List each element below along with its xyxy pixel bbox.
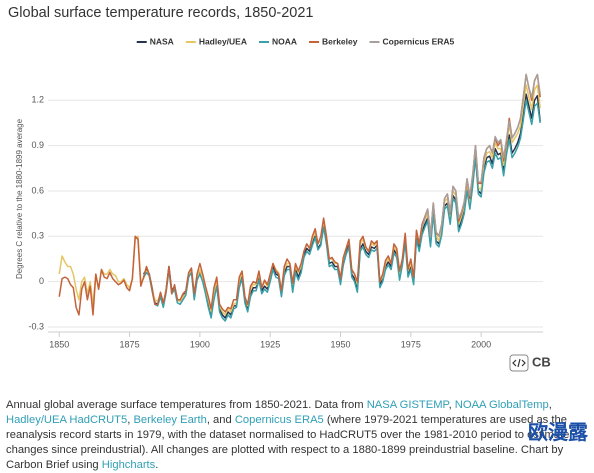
caption: Annual global average surface temperatur… [6, 398, 590, 473]
icon-frame [509, 354, 529, 372]
caption-link[interactable]: NOAA GlobalTemp [454, 399, 549, 411]
caption-link[interactable]: Copernicus ERA5 [234, 414, 324, 426]
x-tick-label: 2000 [471, 339, 491, 349]
legend-label: NASA [150, 36, 174, 46]
x-tick-label: 1875 [120, 339, 140, 349]
legend: NASA Hadley/UEA NOAA Berkeley Copernicus ERA… [136, 36, 455, 46]
legend-label: NOAA [272, 36, 297, 46]
y-tick-label: 0.3 [31, 231, 44, 241]
x-tick-label: 1850 [49, 339, 69, 349]
caption-text: , [548, 399, 552, 411]
y-axis-label: Degrees C relative to the 1880-1899 aver… [15, 118, 24, 279]
caption-text: , [127, 414, 134, 426]
y-tick-label: 1.2 [31, 95, 44, 105]
y-tick-label: 0.9 [31, 140, 44, 150]
x-tick-label: 1925 [260, 339, 280, 349]
watermark: 欧漫露 [528, 420, 588, 444]
caption-text: Annual global average surface temperatur… [6, 399, 367, 411]
caption-link[interactable]: Highcharts [101, 459, 156, 471]
y-tick-label: -0.3 [28, 321, 44, 331]
caption-text: , and [206, 414, 235, 426]
chart: Global surface temperature records, 1850… [8, 5, 551, 372]
chart-title: Global surface temperature records, 1850… [8, 5, 313, 21]
legend-label: Hadley/UEA [199, 36, 247, 46]
legend-label: Copernicus ERA5 [382, 36, 454, 46]
x-tick-label: 1975 [401, 339, 421, 349]
caption-text: , [448, 399, 455, 411]
series-line [142, 99, 541, 322]
caption-link[interactable]: Hadley/UEA HadCRUT5 [6, 414, 128, 426]
y-tick-label: 0 [39, 276, 44, 286]
y-tick-label: 0.6 [31, 185, 44, 195]
legend-label: Berkeley [322, 36, 358, 46]
series-line [58, 73, 541, 316]
caption-link[interactable]: NASA GISTEMP [366, 399, 449, 411]
code-icon [509, 354, 529, 372]
x-tick-label: 1900 [190, 339, 210, 349]
logo: CB [532, 354, 551, 369]
caption-text: . [155, 459, 159, 471]
caption-link[interactable]: Berkeley Earth [133, 414, 207, 426]
icon-glyph [512, 358, 526, 368]
x-tick-label: 1950 [330, 339, 350, 349]
series-line [421, 73, 541, 238]
